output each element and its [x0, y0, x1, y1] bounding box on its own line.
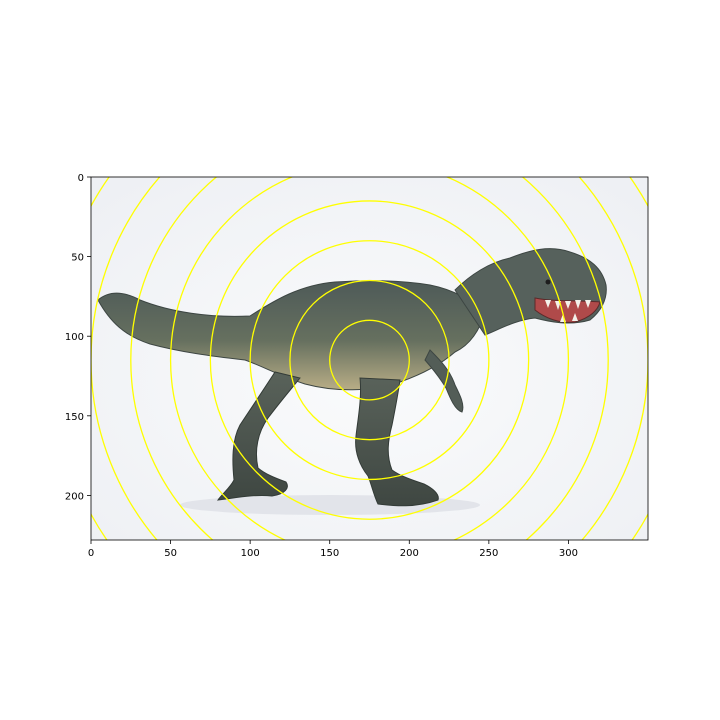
y-tick-label: 100: [65, 332, 84, 343]
overlay-circle: [289, 279, 450, 441]
concentric-circles: [91, 177, 648, 540]
dinosaur-eye: [545, 279, 551, 285]
y-axis: 0 50 100 150 200: [65, 173, 91, 502]
dinosaur-right-leg: [355, 377, 439, 507]
axes-frame: [90, 176, 649, 541]
dinosaur-arm: [424, 349, 464, 413]
overlay-circle: [169, 177, 570, 540]
overlay-circle: [209, 200, 530, 520]
overlay-circle: [130, 177, 609, 540]
y-tick-label: 150: [65, 412, 84, 423]
x-tick-label: 50: [164, 548, 177, 559]
overlay-circle: [329, 319, 410, 401]
dinosaur-mouth: [534, 297, 601, 323]
y-tick-label: 0: [78, 173, 84, 184]
x-tick-label: 100: [241, 548, 260, 559]
dinosaur-figure: [97, 248, 607, 507]
overlay-circle: [249, 240, 490, 481]
x-tick-label: 300: [559, 548, 578, 559]
dinosaur-left-leg: [216, 371, 301, 501]
y-tick-label: 200: [65, 491, 84, 502]
y-tick-label: 50: [71, 253, 84, 264]
image-area: [91, 177, 648, 540]
x-tick-label: 200: [400, 548, 419, 559]
x-axis: 0 50 100 150 200 250 300: [88, 540, 578, 559]
x-tick-label: 250: [479, 548, 498, 559]
x-tick-label: 150: [320, 548, 339, 559]
x-tick-label: 0: [88, 548, 94, 559]
dinosaur-body: [97, 280, 486, 391]
